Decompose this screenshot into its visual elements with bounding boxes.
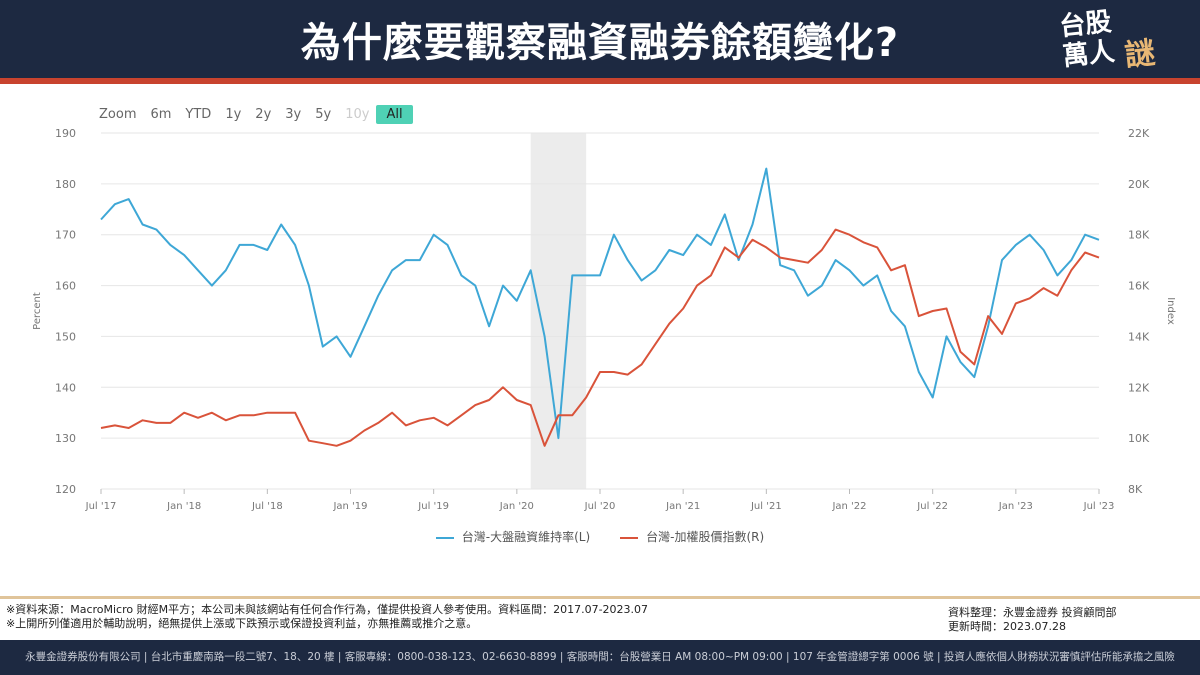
range-1y-button[interactable]: 1y — [225, 107, 242, 122]
y2-tick-label: 18K — [1128, 229, 1150, 242]
x-tick-label: Jul '17 — [85, 501, 117, 512]
legend: 台灣-大盤融資維持率(L) 台灣-加權股價指數(R) — [0, 528, 1200, 545]
y-tick-label: 180 — [55, 178, 76, 191]
y2-tick-label: 14K — [1128, 330, 1150, 343]
y-axis-label: Percent — [32, 292, 43, 330]
range-2y-button[interactable]: 2y — [255, 107, 272, 122]
x-tick-label: Jul '18 — [251, 501, 283, 512]
page-title: 為什麼要觀察融資融券餘額變化? — [300, 20, 900, 66]
disclaimer-note: ※上開所列僅適用於輔助說明，絕無提供上漲或下跌預示或保證投資利益，亦無推薦或推介… — [6, 617, 478, 630]
update-time: 更新時間：2023.07.28 — [948, 620, 1066, 633]
x-tick-label: Jan '19 — [332, 501, 367, 512]
legend-item-taiex[interactable]: 台灣-加權股價指數(R) — [620, 528, 764, 545]
y-tick-label: 190 — [55, 127, 76, 140]
x-tick-label: Jul '19 — [417, 501, 449, 512]
divider — [0, 596, 1200, 599]
range-selector: Zoom 6m YTD 1y 2y 3y 5y 10y All — [92, 105, 413, 124]
series-line-margin-ratio — [100, 167, 1100, 440]
legend-label: 台灣-加權股價指數(R) — [646, 530, 765, 544]
range-ytd-button[interactable]: YTD — [185, 107, 212, 122]
x-tick-label: Jul '21 — [750, 501, 782, 512]
x-tick-label: Jul '22 — [916, 501, 948, 512]
range-10y-button: 10y — [345, 107, 370, 122]
range-all-button[interactable]: All — [376, 105, 413, 124]
y-tick-label: 150 — [55, 330, 76, 343]
range-5y-button[interactable]: 5y — [315, 107, 332, 122]
legend-swatch — [620, 536, 639, 539]
y-tick-label: 170 — [55, 229, 76, 242]
x-tick-label: Jul '23 — [1083, 501, 1115, 512]
x-tick-label: Jan '20 — [499, 501, 534, 512]
y-tick-label: 120 — [55, 483, 76, 496]
header-divider — [0, 78, 1200, 84]
range-3y-button[interactable]: 3y — [285, 107, 302, 122]
footer: 永豐金證券股份有限公司 | 台北市重慶南路一段二號7、18、20 樓 | 客服專… — [0, 640, 1200, 675]
y2-tick-label: 16K — [1128, 280, 1150, 293]
source-notes: ※資料來源：MacroMicro 財經M平方；本公司未與該網站有任何合作行為，僅… — [6, 603, 648, 631]
series-line-taiex — [100, 228, 1100, 447]
y2-tick-label: 8K — [1128, 483, 1143, 496]
y-tick-label: 140 — [55, 381, 76, 394]
y-tick-label: 160 — [55, 280, 76, 293]
x-tick-label: Jan '21 — [665, 501, 700, 512]
chart: 120 8K 130 10K 140 12K 150 14K 160 16K 170 18K 180 20… — [32, 127, 1176, 512]
x-tick-label: Jan '22 — [831, 501, 866, 512]
credit: 資料整理：永豐金證券 投資顧問部 更新時間：2023.07.28 — [948, 606, 1117, 634]
y2-tick-label: 22K — [1128, 127, 1150, 140]
y2-axis-label: Index — [1165, 297, 1176, 325]
y-tick-label: 130 — [55, 432, 76, 445]
header-banner: 為什麼要觀察融資融券餘額變化? 台股 萬人謎 — [0, 0, 1200, 84]
zoom-label: Zoom — [99, 107, 137, 122]
legend-swatch — [435, 536, 454, 539]
range-6m-button[interactable]: 6m — [150, 107, 172, 122]
source-note: ※資料來源：MacroMicro 財經M平方；本公司未與該網站有任何合作行為，僅… — [6, 603, 649, 616]
legend-label: 台灣-大盤融資維持率(L) — [461, 530, 591, 544]
legend-item-margin-ratio[interactable]: 台灣-大盤融資維持率(L) — [435, 528, 591, 545]
y2-tick-label: 12K — [1128, 381, 1150, 394]
x-tick-label: Jan '18 — [166, 501, 201, 512]
y2-tick-label: 10K — [1128, 432, 1150, 445]
y2-tick-label: 20K — [1128, 178, 1150, 191]
x-tick-label: Jan '23 — [998, 501, 1033, 512]
compiled-by: 資料整理：永豐金證券 投資顧問部 — [948, 606, 1117, 619]
x-tick-label: Jul '20 — [584, 501, 616, 512]
